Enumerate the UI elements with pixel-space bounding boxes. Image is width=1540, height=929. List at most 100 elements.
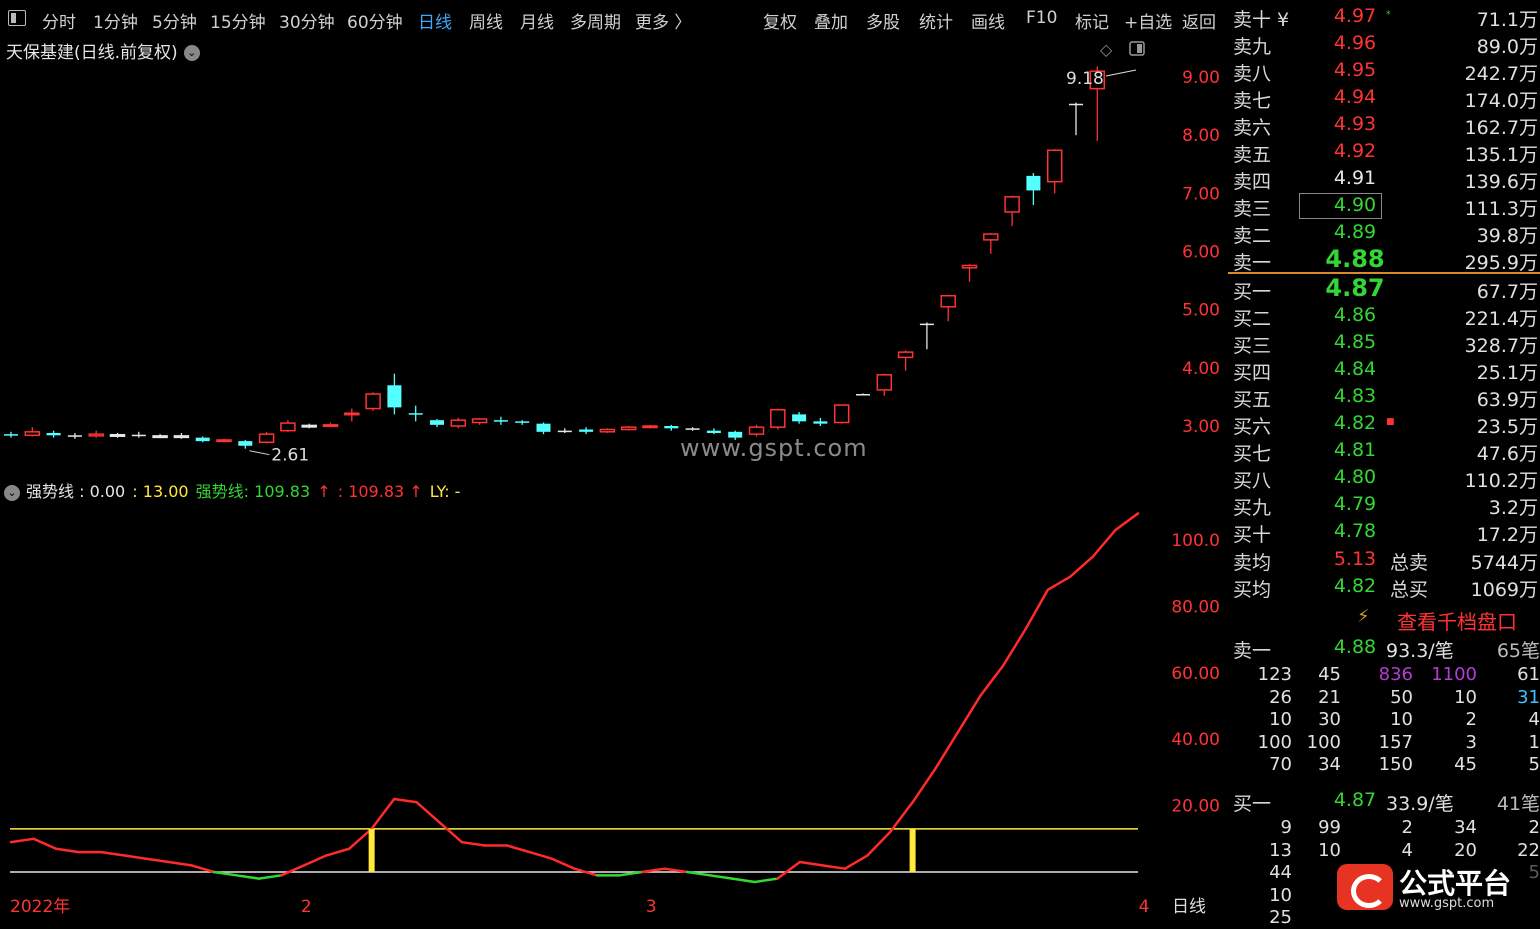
indicator-legend-item: 强势线: 109.83	[195, 482, 316, 501]
candle-body	[258, 433, 275, 444]
order-price: 4.86	[1333, 304, 1377, 326]
order-average-price: 4.82	[1333, 575, 1377, 597]
buy-level-row[interactable]: 买六 4.82 23.5万 ■	[1228, 409, 1540, 438]
order-level-label: 卖二	[1233, 225, 1272, 247]
sell-level-row[interactable]: 卖三 4.90 111.3万	[1228, 191, 1540, 220]
order-level-label: 买五	[1233, 389, 1272, 411]
tool-button-5[interactable]: F10	[1026, 8, 1058, 28]
sell-level-row[interactable]: 卖六 4.93 162.7万	[1228, 110, 1540, 139]
indicator-segment	[978, 664, 1005, 698]
buy-level-row[interactable]: 买十 4.78 17.2万	[1228, 517, 1540, 546]
order-marker: *	[1386, 10, 1391, 20]
queue-cell: 5	[1528, 754, 1540, 775]
buy-level-row[interactable]: 买四 4.84 25.1万	[1228, 355, 1540, 384]
queue-cell: 26	[1269, 686, 1292, 708]
tool-button-4[interactable]: 画线	[971, 13, 1005, 33]
panel-toggle-icon[interactable]	[8, 10, 26, 26]
candle-body	[67, 435, 82, 437]
order-volume: 17.2万	[1476, 524, 1538, 546]
tab-period-2[interactable]: 5分钟	[152, 13, 197, 33]
sell-level-row[interactable]: 卖二 4.89 39.8万	[1228, 218, 1540, 247]
queue-cell: 99	[1318, 817, 1341, 838]
queue-header-cell: 93.3/笔	[1386, 640, 1454, 662]
tab-period-1[interactable]: 1分钟	[93, 13, 138, 33]
queue-row: 100 100 157 3 1	[1228, 732, 1540, 754]
candle-body	[983, 233, 999, 241]
buy-level-row[interactable]: 买三 4.85 328.7万	[1228, 328, 1540, 357]
buy-level-row[interactable]: 买二 4.86 221.4万	[1228, 301, 1540, 330]
queue-cell: 10	[1269, 884, 1292, 906]
buy-level-row[interactable]: 买九 4.79 3.2万	[1228, 490, 1540, 519]
sell-level-row[interactable]: 卖一 4.88 295.9万	[1228, 245, 1540, 274]
tool-button-1[interactable]: 叠加	[814, 13, 848, 33]
sell-level-row[interactable]: 卖九 4.96 89.0万	[1228, 29, 1540, 58]
indicator-axis-label: 40.00	[1171, 730, 1220, 750]
x-axis-label: 2	[301, 897, 312, 917]
kline-chart[interactable]: 9.00 8.00 7.00 6.00 5.00 4.00 3.00 ◇ 9.18 2.61 100…	[0, 0, 1228, 920]
queue-cell: 20	[1454, 839, 1477, 861]
queue-cell: 70	[1269, 754, 1292, 775]
thousand-depth-link[interactable]: 查看千档盘口	[1397, 610, 1517, 634]
queue-cell: 3	[1465, 731, 1477, 753]
indicator-segment	[1069, 555, 1095, 578]
order-volume: 162.7万	[1464, 117, 1538, 139]
tab-period-0[interactable]: 分时	[42, 13, 76, 33]
signal-bar	[909, 828, 916, 872]
sell-level-row[interactable]: 卖四 4.91 139.6万	[1228, 164, 1540, 193]
order-level-label: 买九	[1233, 497, 1272, 519]
buy-level-row[interactable]: 买七 4.81 47.6万	[1228, 436, 1540, 465]
sell-level-row[interactable]: 卖十 ¥ 4.97 71.1万 *	[1228, 2, 1540, 31]
sell-level-row[interactable]: 卖五 4.92 135.1万	[1228, 137, 1540, 166]
queue-cell: 13	[1269, 839, 1292, 861]
buy-level-row[interactable]: 买一 4.87 67.7万	[1228, 274, 1540, 303]
tab-period-4[interactable]: 30分钟	[279, 13, 335, 33]
buy-level-row[interactable]: 买八 4.80 110.2万	[1228, 463, 1540, 492]
gspt-logo-icon	[1337, 864, 1393, 910]
queue-cell: 150	[1378, 754, 1413, 775]
tab-period-7[interactable]: 周线	[469, 13, 503, 33]
queue-cell: 10	[1318, 839, 1341, 861]
queue-cell: 1	[1528, 731, 1540, 753]
tab-period-3[interactable]: 15分钟	[210, 13, 266, 33]
tool-button-6[interactable]: 标记	[1075, 13, 1109, 33]
indicator-segment	[347, 827, 373, 851]
indicator-segment	[460, 840, 486, 847]
indicator-segment	[54, 847, 80, 854]
chart-toolbar: 分时 1分钟 5分钟 15分钟 30分钟 60分钟 日线 周线 月线 多周期 更多 〉 复权 叠加 多股…	[0, 0, 1228, 38]
tab-period-10[interactable]: 更多 〉	[635, 13, 692, 33]
candle-body	[1069, 103, 1083, 106]
chevron-down-icon[interactable]: ⌄	[4, 484, 20, 501]
candle-body	[173, 435, 190, 439]
chevron-down-icon[interactable]: ⌄	[183, 45, 200, 61]
tool-button-8[interactable]: 返回	[1182, 13, 1216, 33]
sell-level-row[interactable]: 卖七 4.94 174.0万	[1228, 83, 1540, 112]
indicator-segment	[302, 854, 328, 867]
tool-button-7[interactable]: +自选	[1124, 13, 1173, 33]
tab-period-9[interactable]: 多周期	[570, 13, 621, 33]
queue-header-cell: 41笔	[1496, 793, 1540, 815]
candle-body	[706, 430, 721, 433]
tab-period-8[interactable]: 月线	[520, 13, 554, 33]
queue-cell: 61	[1517, 664, 1540, 685]
tab-period-6[interactable]: 日线	[418, 13, 452, 33]
candle-body	[344, 412, 360, 416]
tool-button-2[interactable]: 多股	[866, 13, 900, 33]
candle-body	[1026, 175, 1041, 191]
tool-button-3[interactable]: 统计	[919, 13, 953, 33]
indicator-segment	[235, 874, 261, 880]
order-volume: 23.5万	[1476, 416, 1538, 438]
indicator-legend-item: LY: -	[429, 482, 461, 501]
candle-body	[24, 431, 41, 437]
indicator-legend-item: : 13.00	[132, 482, 194, 501]
indicator-segment	[753, 877, 779, 884]
tab-period-5[interactable]: 60分钟	[347, 13, 403, 33]
indicator-segment	[550, 857, 576, 870]
queue-header: 买一 4.87 33.9/笔 41笔	[1228, 789, 1540, 815]
tool-button-0[interactable]: 复权	[763, 13, 797, 33]
buy-level-row[interactable]: 买五 4.83 63.9万	[1228, 382, 1540, 411]
order-level-label: 卖三	[1233, 198, 1272, 220]
high-arrow	[1105, 69, 1137, 77]
sell-level-row[interactable]: 卖八 4.95 242.7万	[1228, 56, 1540, 85]
price-axis-label: 3.00	[1182, 417, 1220, 437]
candle-body	[792, 414, 807, 422]
